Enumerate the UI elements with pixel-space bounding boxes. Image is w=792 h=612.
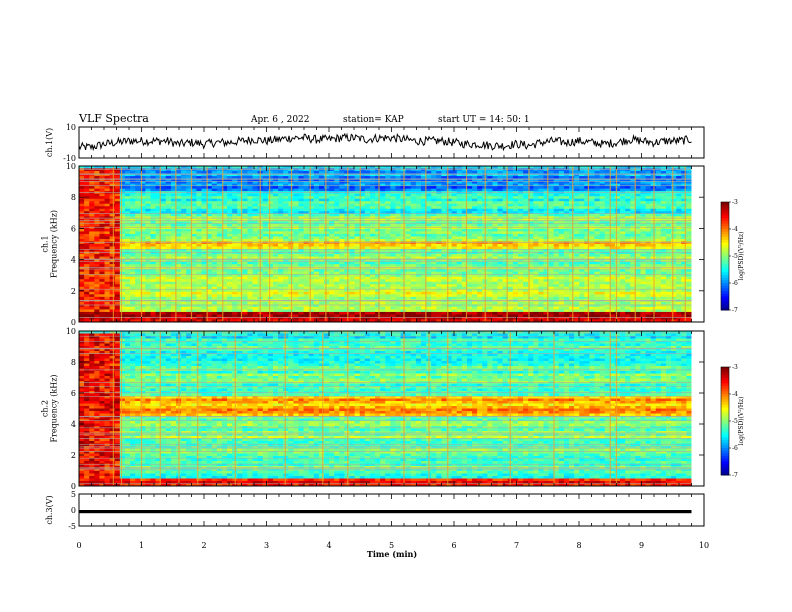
ch1-colorbar-tick: -7 — [732, 307, 738, 314]
ch1-waveform-ytick: -10 — [63, 154, 76, 163]
x-tick-label: 7 — [514, 541, 519, 550]
ch1-colorbar-tick: -3 — [732, 199, 738, 206]
x-axis-label: Time (min) — [367, 549, 417, 559]
ch2-colorbar-label: log(PSD)(V²/Hz) — [738, 397, 745, 446]
ch3-ytick: 5 — [71, 490, 76, 499]
ch3-signal-band — [79, 510, 692, 514]
header-station: station= KAP — [343, 115, 404, 125]
ch1-spectrogram-panel: 0 2 4 6 8 10 ch.1Frequency (kHz) — [41, 162, 705, 327]
ch1-waveform-ylabel: ch.1(V) — [45, 128, 54, 157]
header-date: Apr. 6 , 2022 — [250, 115, 310, 125]
ch2-spectrogram-sferics — [112, 332, 618, 485]
figure-title: VLF Spectra — [78, 112, 149, 125]
ch1-spectrogram-sferics — [112, 167, 686, 321]
ch2-spectrogram-ylabel: ch.2Frequency (kHz) — [41, 374, 59, 442]
ch1-spectrogram-ytick: 4 — [71, 256, 76, 265]
ch1-waveform-line — [78, 132, 692, 152]
ch1-spectrogram-ytick: 10 — [66, 162, 76, 171]
ch2-colorbar-tick: -4 — [732, 391, 738, 398]
ch1-colorbar-label: log(PSD)(V²/Hz) — [738, 232, 745, 281]
ch1-spectrogram-ytick: 2 — [71, 287, 76, 296]
ch1-spectrogram-ytick: 8 — [71, 193, 76, 202]
ch2-spectrogram-ytick: 4 — [71, 420, 76, 429]
ch2-spectrogram-ytick: 10 — [66, 327, 76, 336]
ch1-waveform-ytick: 10 — [66, 123, 76, 132]
ch2-colorbar-tick: -7 — [732, 472, 738, 479]
ch1-spectrogram-ytick: 0 — [71, 318, 76, 327]
ch1-spectrogram-ylabel: ch.1Frequency (kHz) — [41, 210, 59, 278]
x-tick-label: 1 — [139, 541, 144, 550]
x-tick-label: 4 — [326, 541, 331, 550]
x-tick-label: 6 — [451, 541, 456, 550]
x-tick-label: 3 — [264, 541, 269, 550]
ch2-colorbar-tick: -5 — [732, 418, 738, 425]
ch2-colorbar-tick: -6 — [732, 445, 738, 452]
ch1-spectrogram-heatmap — [79, 166, 692, 323]
x-tick-label: 2 — [201, 541, 206, 550]
x-tick-label: 5 — [389, 541, 394, 550]
ch1-colorbar-tick: -4 — [732, 226, 738, 233]
ch3-signal-panel: 5 0 -5 ch.3(V) — [45, 490, 705, 531]
ch2-spectrogram-panel: 0 2 4 6 8 10 ch.2Frequency (kHz) — [41, 327, 705, 491]
time-axis: 0 1 2 3 4 5 6 7 8 9 10 — [76, 541, 709, 550]
ch3-ytick: -5 — [68, 522, 76, 531]
ch3-ylabel: ch.3(V) — [45, 495, 54, 524]
ch2-spectrogram-ytick: 6 — [71, 389, 76, 398]
ch2-spectrogram-ytick: 2 — [71, 451, 76, 460]
ch2-spectrogram-heatmap — [79, 331, 692, 487]
ch1-waveform-panel: 10 -10 ch.1(V) — [45, 123, 705, 163]
x-tick-label: 9 — [639, 541, 644, 550]
ch1-spectrogram-ytick: 6 — [71, 224, 76, 233]
header-start-time: start UT = 14: 50: 1 — [438, 115, 530, 125]
ch1-colorbar: -3 -4 -5 -6 -7 log(PSD)(V²/Hz) — [720, 199, 745, 314]
ch3-ytick: 0 — [71, 506, 76, 515]
ch1-colorbar-tick: -5 — [732, 253, 738, 260]
ch2-colorbar: -3 -4 -5 -6 -7 log(PSD)(V²/Hz) — [720, 364, 745, 479]
x-tick-label: 8 — [576, 541, 581, 550]
x-tick-label: 10 — [699, 541, 709, 550]
ch2-spectrogram-ytick: 0 — [71, 482, 76, 491]
ch2-spectrogram-ytick: 8 — [71, 358, 76, 367]
ch1-colorbar-tick: -6 — [732, 280, 738, 287]
x-tick-label: 0 — [76, 541, 81, 550]
ch2-colorbar-tick: -3 — [732, 364, 738, 371]
